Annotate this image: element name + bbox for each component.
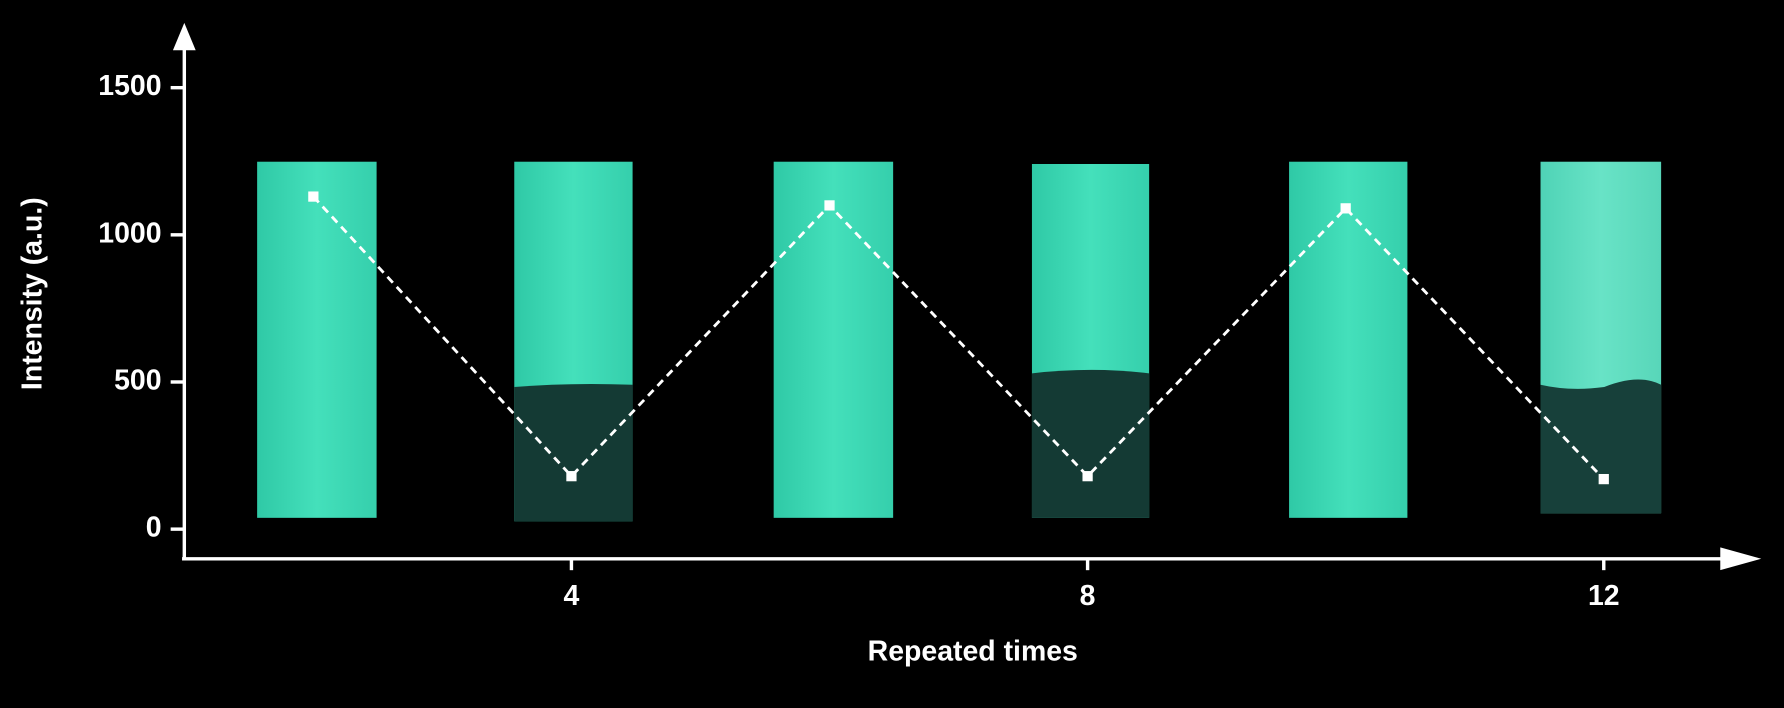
sample-dark-part xyxy=(1540,379,1662,514)
sample-strip xyxy=(773,161,894,518)
x-axis-label: Repeated times xyxy=(868,636,1078,668)
x-tick-label: 12 xyxy=(1588,580,1620,612)
data-point xyxy=(824,200,835,211)
y-tick-label: 1000 xyxy=(98,217,161,249)
y-axis-arrow xyxy=(172,22,196,51)
data-point xyxy=(1082,471,1093,482)
y-axis-label: Intensity (a.u.) xyxy=(17,197,49,390)
sample-strip xyxy=(257,161,377,518)
x-axis-arrow xyxy=(1720,547,1762,571)
x-tick-label: 4 xyxy=(564,580,580,612)
data-line xyxy=(312,195,1605,481)
data-point xyxy=(1340,203,1351,214)
data-point xyxy=(566,471,577,482)
y-tick-label: 500 xyxy=(114,365,161,397)
data-point xyxy=(1598,473,1609,485)
sample-dark-part xyxy=(1031,369,1150,518)
y-tick-label: 1500 xyxy=(98,70,161,102)
sample-photos xyxy=(257,161,1662,522)
y-tick-label: 0 xyxy=(146,512,162,544)
axes xyxy=(172,22,1762,571)
sample-strip xyxy=(1289,161,1408,518)
sample-dark-part xyxy=(514,383,633,522)
x-tick-label: 8 xyxy=(1080,580,1096,612)
data-point xyxy=(308,191,319,202)
